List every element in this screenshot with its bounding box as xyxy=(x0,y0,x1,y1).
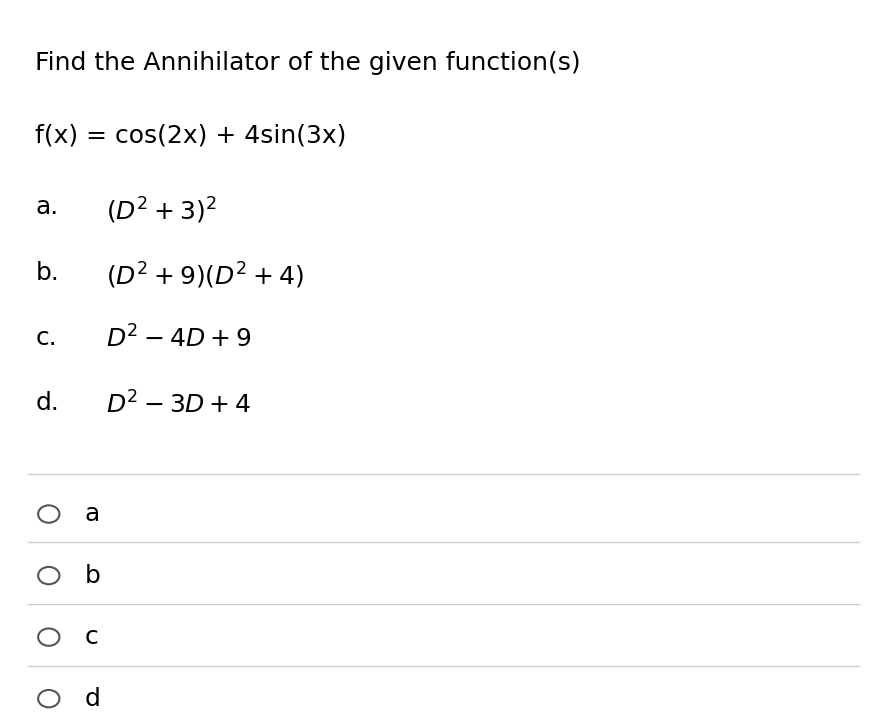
Text: d.: d. xyxy=(35,391,59,415)
Text: $D^2-4D+9$: $D^2-4D+9$ xyxy=(106,326,252,353)
Text: $(D^2+3)^2$: $(D^2+3)^2$ xyxy=(106,195,217,226)
Text: b: b xyxy=(84,563,100,588)
Text: c: c xyxy=(84,625,98,649)
Text: d: d xyxy=(84,686,100,711)
Text: a.: a. xyxy=(35,195,58,219)
Text: Find the Annihilator of the given function(s): Find the Annihilator of the given functi… xyxy=(35,51,580,75)
Text: a: a xyxy=(84,502,99,526)
Text: $(D^2+9)(D^2+4)$: $(D^2+9)(D^2+4)$ xyxy=(106,261,304,291)
Text: $D^2-3D+4$: $D^2-3D+4$ xyxy=(106,391,251,418)
Text: f(x) = cos(2x) + 4sin(3x): f(x) = cos(2x) + 4sin(3x) xyxy=(35,123,346,147)
Text: c.: c. xyxy=(35,326,58,350)
Text: b.: b. xyxy=(35,261,59,285)
